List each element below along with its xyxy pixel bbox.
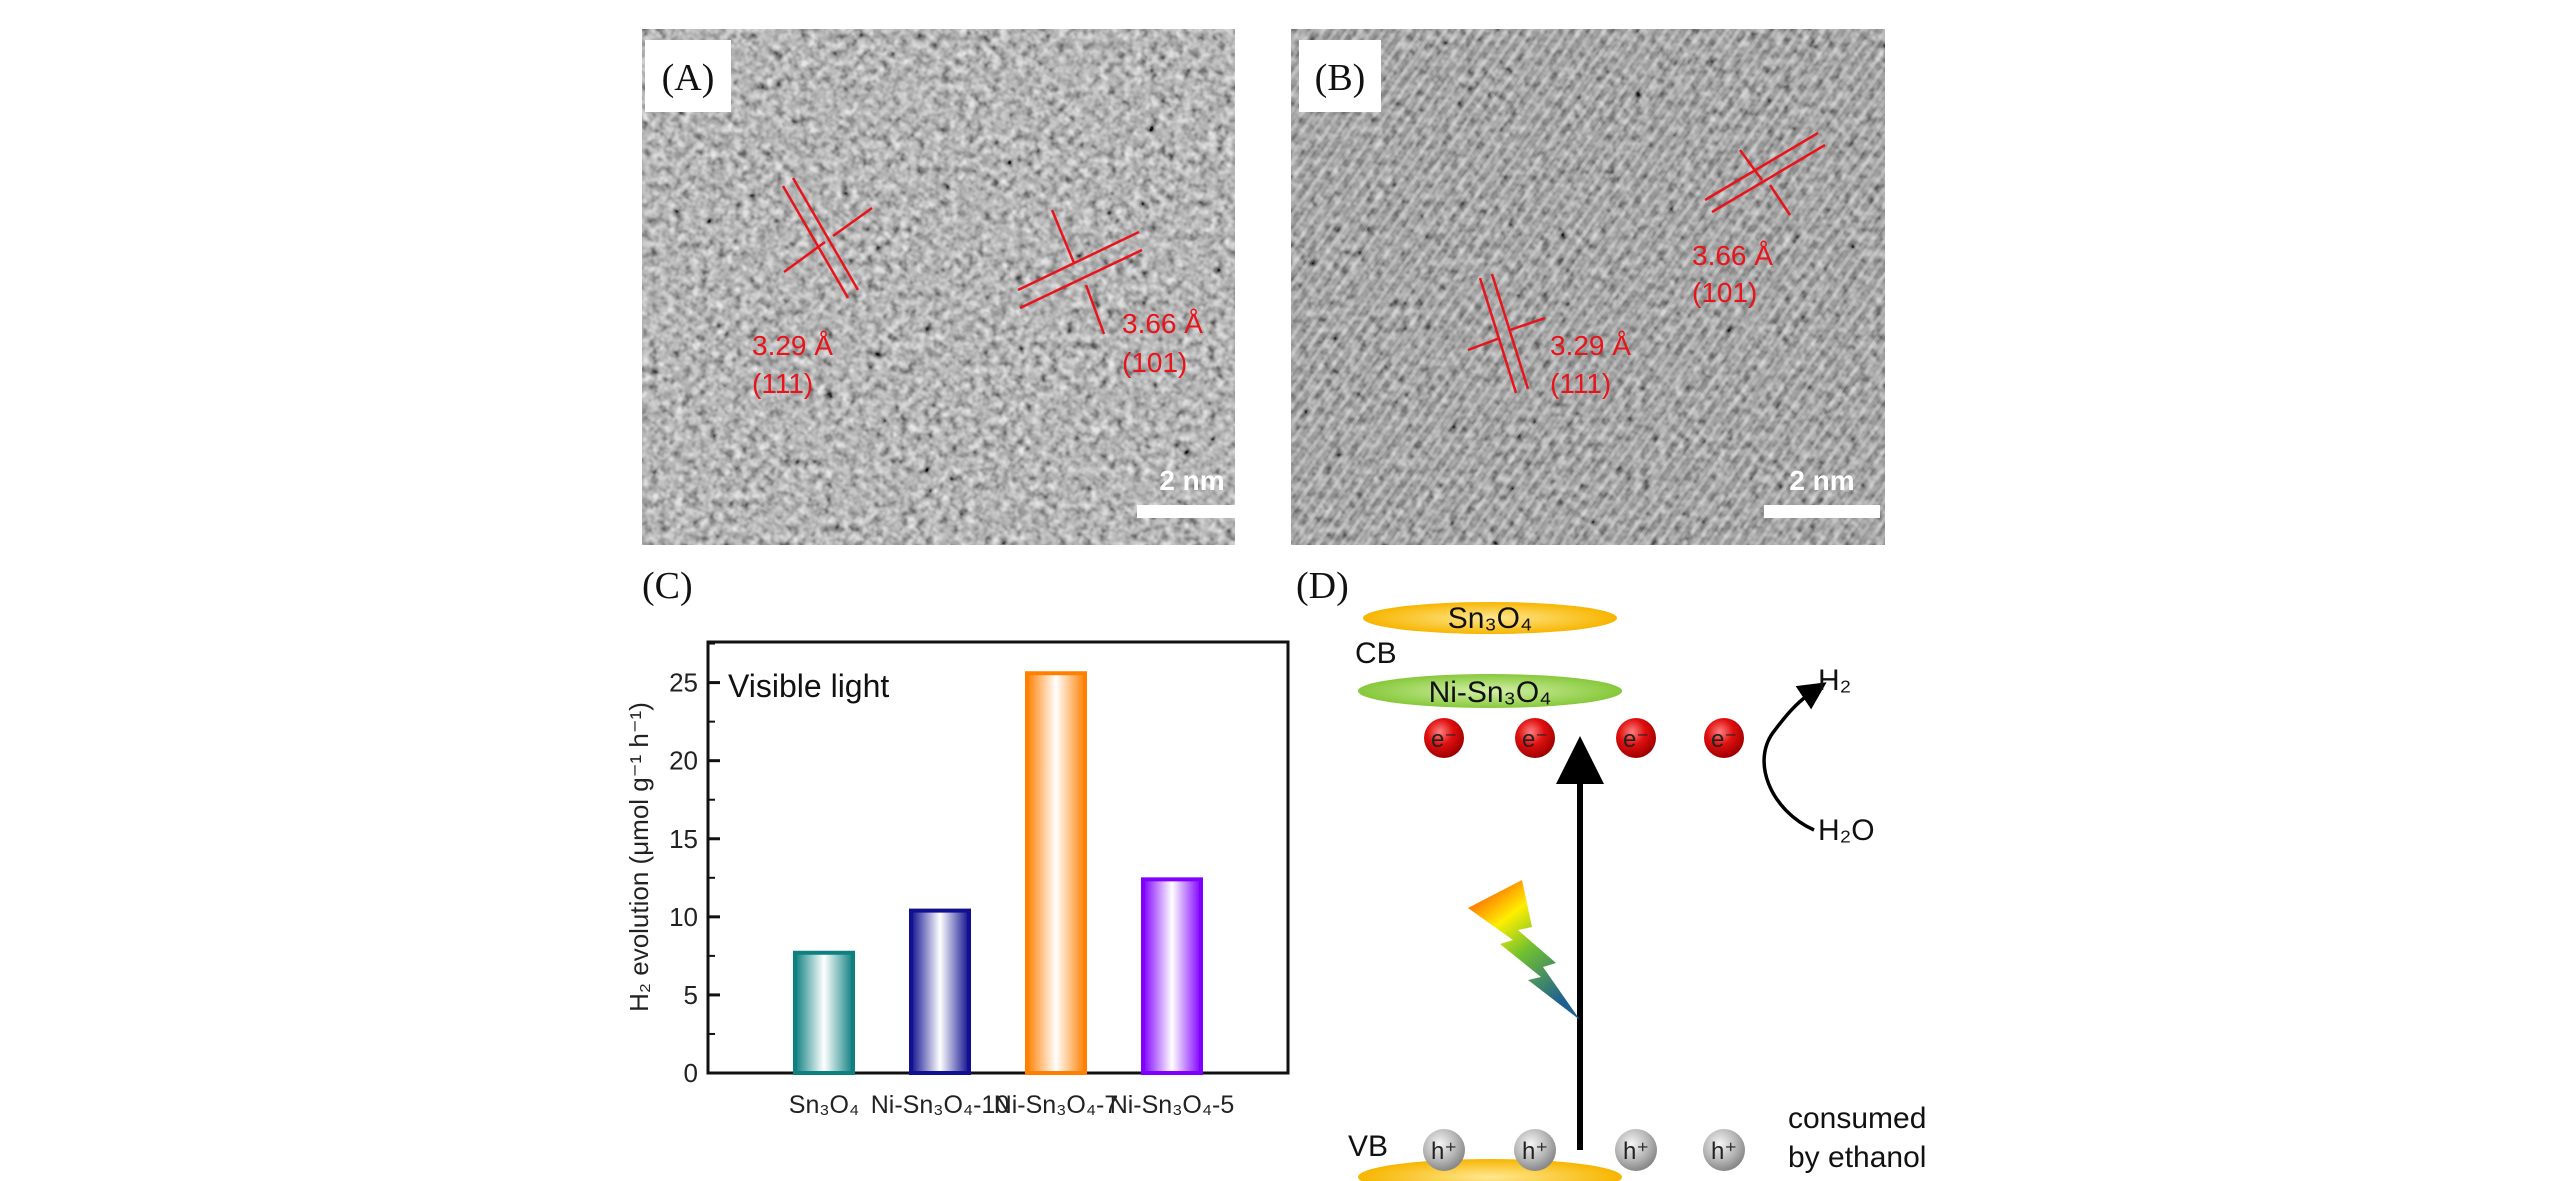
panel-a-plane-2: (101) xyxy=(1122,347,1187,378)
h2-label: H₂ xyxy=(1818,664,1851,697)
bar-1 xyxy=(909,908,971,1075)
h2-evolution-bar-chart: Visible light H₂ evolution (μmol g⁻¹ h⁻¹… xyxy=(624,640,1290,1119)
lattice-marker-101 xyxy=(1704,131,1826,216)
electron-icon xyxy=(1515,718,1555,758)
sn3o4-cb-band xyxy=(1363,602,1617,634)
hole-label: h⁺ xyxy=(1623,1138,1649,1165)
panel-b-label-box xyxy=(1299,40,1381,112)
panel-b-plane-2: (111) xyxy=(1550,368,1611,399)
bar-2 xyxy=(1025,671,1087,1075)
chart-annotation: Visible light xyxy=(728,668,889,704)
panel-a-label-box xyxy=(645,40,731,112)
plot-frame xyxy=(706,640,1290,1075)
panel-d-label: (D) xyxy=(1296,565,1349,607)
by-ethanol-label: by ethanol xyxy=(1788,1141,1926,1174)
lattice-marker-111 xyxy=(1467,273,1546,394)
electron-label: e⁻ xyxy=(1522,726,1548,753)
bar-0 xyxy=(793,950,855,1076)
panel-b-scale-label: 2 nm xyxy=(1789,465,1854,496)
panel-b-spacing-2: 3.29 Å xyxy=(1550,330,1631,361)
panel-b-scale-bar xyxy=(1764,505,1880,518)
bar-3 xyxy=(1141,877,1203,1075)
x-tick-label: Ni-Sn₃O₄-7 xyxy=(994,1091,1119,1119)
consumed-label: consumed xyxy=(1788,1102,1926,1135)
panel-b-spacing-1: 3.66 Å xyxy=(1692,240,1773,271)
hole-icon xyxy=(1615,1129,1657,1171)
panel-a-tem-image: (A) 3.29 Å (111) 3.66 Å (101) 2 nm xyxy=(642,29,1247,545)
panel-b-label: (B) xyxy=(1315,57,1366,99)
h2o-label: H₂O xyxy=(1818,814,1875,847)
panel-a-label: (A) xyxy=(662,57,715,99)
panel-a-scale-label: 2 nm xyxy=(1159,465,1224,496)
electron-icon xyxy=(1704,718,1744,758)
x-tick-label: Ni-Sn₃O₄-10 xyxy=(871,1091,1009,1119)
electron-label: e⁻ xyxy=(1623,726,1649,753)
ni-sn3o4-band-label: Ni-Sn₃O₄ xyxy=(1429,676,1552,709)
hole-icon xyxy=(1514,1129,1556,1171)
lattice-marker-101 xyxy=(1017,209,1143,335)
electron-icon xyxy=(1424,718,1464,758)
y-tick-label: 5 xyxy=(684,980,698,1010)
y-axis-label: H₂ evolution (μmol g⁻¹ h⁻¹) xyxy=(624,702,654,1012)
electron-label: e⁻ xyxy=(1711,726,1737,753)
vb-band xyxy=(1358,1159,1622,1181)
ni-sn3o4-cb-band xyxy=(1358,674,1622,708)
y-tick-label: 0 xyxy=(684,1058,698,1088)
panel-a-spacing-2: 3.66 Å xyxy=(1122,308,1203,339)
y-tick-label: 20 xyxy=(669,746,698,776)
panel-a-spacing-1: 3.29 Å xyxy=(752,330,833,361)
hole-icon xyxy=(1423,1129,1465,1171)
y-tick-label: 10 xyxy=(669,902,698,932)
panel-c-label: (C) xyxy=(642,565,693,607)
light-bolt-icon xyxy=(1468,880,1580,1020)
panel-a-scale-bar xyxy=(1137,505,1247,518)
reduction-arrow xyxy=(1762,682,1827,832)
sn3o4-band-label: Sn₃O₄ xyxy=(1448,602,1533,635)
panel-b-plane-1: (101) xyxy=(1692,277,1757,308)
vb-label: VB xyxy=(1348,1130,1388,1163)
panel-d-band-diagram: (D) Sn₃O₄ CB Ni-Sn₃O₄ e⁻ e⁻ e⁻ e⁻ H₂ H₂O VB… xyxy=(1296,565,1926,1181)
x-tick-label: Sn₃O₄ xyxy=(789,1091,859,1119)
hole-label: h⁺ xyxy=(1522,1138,1548,1165)
lattice-marker-111 xyxy=(781,177,873,299)
panel-a-plane-1: (111) xyxy=(752,368,813,399)
cb-label: CB xyxy=(1355,637,1397,670)
hole-label: h⁺ xyxy=(1711,1138,1737,1165)
y-tick-label: 15 xyxy=(669,824,698,854)
y-tick-label: 25 xyxy=(669,668,698,698)
hole-label: h⁺ xyxy=(1431,1138,1457,1165)
electron-label: e⁻ xyxy=(1431,726,1457,753)
x-tick-label: Ni-Sn₃O₄-5 xyxy=(1110,1091,1235,1119)
electron-icon xyxy=(1616,718,1656,758)
panel-b-tem-image: (B) 3.66 Å (101) 3.29 Å (111) 2 nm xyxy=(1291,29,1885,545)
hole-icon xyxy=(1703,1129,1745,1171)
